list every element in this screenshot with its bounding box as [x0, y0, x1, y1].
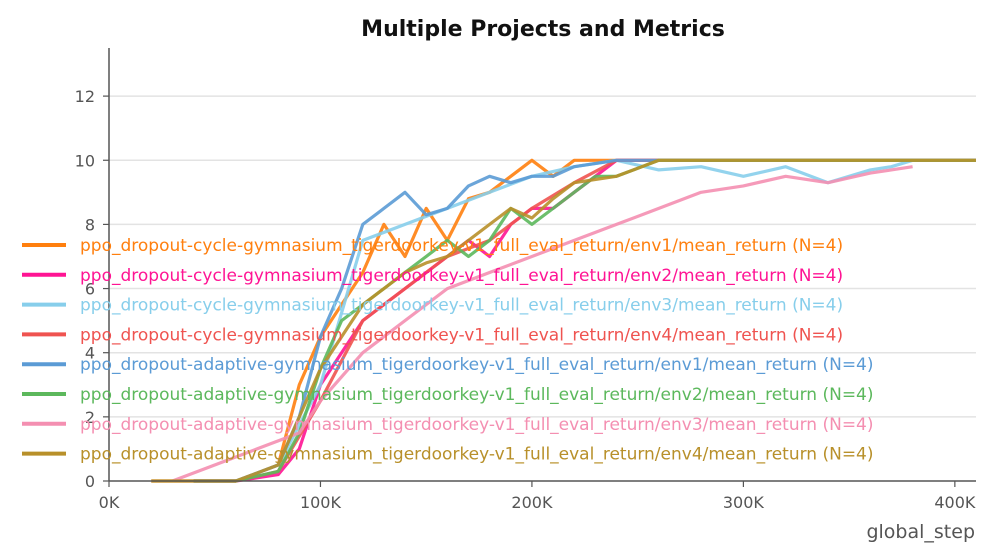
- y-tick-label: 10: [75, 151, 95, 170]
- x-axis-label: global_step: [866, 521, 975, 543]
- series-line-7: [171, 165, 913, 483]
- x-tick-label: 0K: [99, 493, 120, 512]
- y-tick-label: 2: [85, 408, 95, 427]
- y-tick-label: 0: [85, 472, 95, 491]
- legend-label-6: ppo_dropout-adaptive-gymnasium_tigerdoor…: [80, 385, 874, 405]
- y-tick-label: 8: [85, 215, 95, 234]
- legend-label-2: ppo_dropout-cycle-gymnasium_tigerdoorkey…: [80, 266, 843, 286]
- y-ticks: 0 2 4 6 8 10 12: [75, 87, 109, 491]
- chart-title: Multiple Projects and Metrics: [361, 17, 725, 42]
- grid-lines: [109, 95, 976, 418]
- series-layer: [151, 158, 976, 483]
- legend-label-8: ppo_dropout-adaptive-gymnasium_tigerdoor…: [80, 445, 874, 465]
- series-line-8: [151, 158, 976, 483]
- legend-label-7: ppo_dropout-adaptive-gymnasium_tigerdoor…: [80, 415, 874, 435]
- legend-label-3: ppo_dropout-cycle-gymnasium_tigerdoorkey…: [80, 296, 843, 316]
- axes: [108, 48, 976, 482]
- series-line-5: [193, 158, 976, 483]
- y-tick-label: 4: [85, 344, 95, 363]
- legend-label-1: ppo_dropout-cycle-gymnasium_tigerdoorkey…: [80, 236, 843, 256]
- x-tick-label: 100K: [300, 493, 342, 512]
- legend-label-5: ppo_dropout-adaptive-gymnasium_tigerdoor…: [80, 355, 874, 375]
- x-ticks: 0K 100K 200K 300K 400K: [99, 481, 976, 512]
- x-tick-label: 400K: [934, 493, 976, 512]
- x-tick-label: 300K: [723, 493, 765, 512]
- y-tick-label: 6: [85, 280, 95, 299]
- legend: ppo_dropout-cycle-gymnasium_tigerdoorkey…: [22, 236, 874, 465]
- legend-label-4: ppo_dropout-cycle-gymnasium_tigerdoorkey…: [80, 325, 843, 345]
- x-tick-label: 200K: [511, 493, 553, 512]
- y-tick-label: 12: [75, 87, 95, 106]
